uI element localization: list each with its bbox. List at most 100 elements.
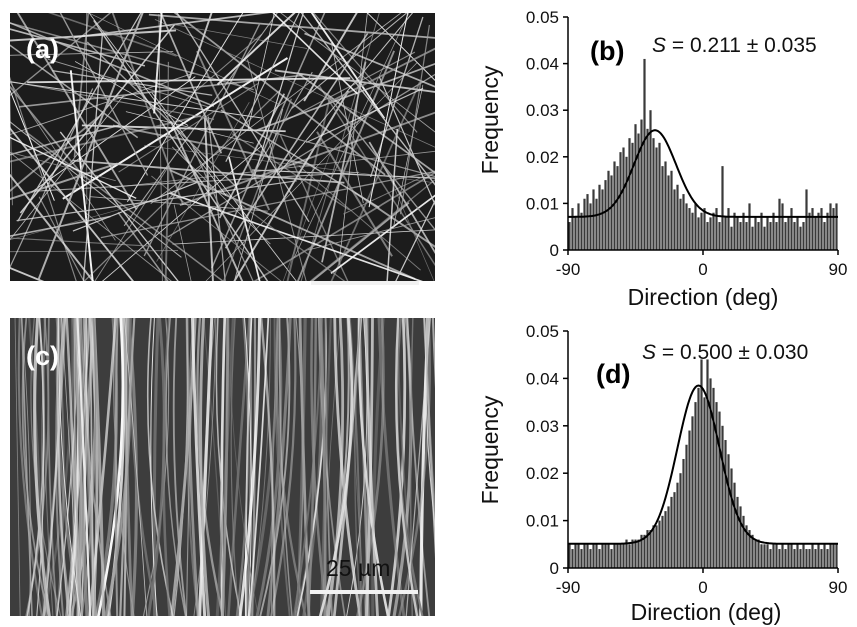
fiber — [24, 130, 225, 281]
histogram-bar-b — [721, 166, 724, 250]
fiber — [173, 204, 192, 281]
histogram-bar-b — [814, 217, 817, 250]
histogram-bar-d — [751, 534, 754, 568]
fiber — [101, 145, 263, 281]
fiber — [394, 318, 419, 616]
fiber — [351, 189, 435, 248]
fiber — [10, 51, 174, 56]
fiber — [20, 318, 33, 616]
histogram-bar-b — [655, 147, 658, 250]
fiber — [10, 250, 179, 253]
histogram-bar-b — [808, 212, 811, 250]
fiber — [86, 41, 236, 187]
fiber — [319, 318, 332, 616]
fiber — [81, 318, 97, 616]
fiber — [100, 170, 435, 239]
y-tick-label-b: 0.05 — [526, 8, 559, 27]
fiber — [66, 318, 91, 616]
histogram-bar-b — [769, 222, 772, 250]
histogram-bar-b — [589, 203, 592, 250]
histogram-bar-d — [616, 544, 619, 568]
histogram-bar-d — [790, 544, 793, 568]
fiber — [249, 318, 271, 616]
x-tick-label-b: 90 — [829, 260, 848, 279]
fiber — [128, 318, 159, 616]
histogram-bar-b — [700, 212, 703, 250]
histogram-bar-d — [583, 544, 586, 568]
fiber — [244, 318, 252, 616]
histogram-bar-d — [664, 511, 667, 568]
fiber — [186, 318, 200, 616]
histogram-bar-b — [661, 166, 664, 250]
order-parameter-d: S = 0.500 ± 0.030 — [642, 341, 808, 364]
histogram-bar-d — [619, 544, 622, 568]
fiber — [47, 58, 209, 108]
fiber — [17, 13, 142, 222]
histogram-bar-d — [748, 530, 751, 568]
histogram-bar-d — [589, 549, 592, 568]
fiber — [82, 34, 104, 281]
fiber — [316, 131, 393, 257]
y-tick-label-b: 0.04 — [526, 55, 559, 74]
x-tick-label-d: 90 — [829, 578, 848, 597]
histogram-bar-d — [652, 525, 655, 568]
histogram-bar-d — [775, 544, 778, 568]
histogram-bar-b — [682, 194, 685, 250]
histogram-bar-b — [694, 203, 697, 250]
fiber — [172, 146, 271, 245]
fiber — [245, 71, 313, 189]
fiber — [309, 178, 435, 281]
histogram-bar-b — [754, 217, 757, 250]
fiber — [368, 13, 409, 208]
bars-d — [568, 359, 838, 568]
histogram-bar-d — [766, 544, 769, 568]
histogram-bar-b — [649, 110, 652, 250]
fiber — [58, 318, 82, 616]
histogram-bar-d — [814, 549, 817, 568]
histogram-bar-d — [592, 544, 595, 568]
histogram-bar-d — [631, 539, 634, 568]
panel-label-a: (a) — [26, 34, 59, 64]
fiber — [19, 74, 303, 108]
histogram-bar-d — [706, 359, 709, 568]
histogram-bar-b — [715, 208, 718, 250]
fiber — [277, 13, 414, 176]
fiber — [164, 165, 170, 281]
fiber — [318, 318, 354, 616]
fiber — [207, 116, 226, 281]
panel-label-d: (d) — [596, 359, 630, 389]
fiber — [272, 13, 359, 95]
fiber — [38, 196, 85, 281]
fiber — [395, 199, 435, 281]
histogram-bar-d — [676, 482, 679, 568]
histogram-bar-d — [574, 544, 577, 568]
fiber — [356, 318, 385, 616]
histogram-bar-b — [772, 212, 775, 250]
histogram-bar-d — [787, 544, 790, 568]
histogram-bar-b — [598, 184, 601, 250]
fiber — [190, 318, 207, 616]
y-ticks-d: 0 0.01 0.02 0.03 0.04 0.05 — [526, 322, 568, 578]
histogram-bar-b — [751, 226, 754, 250]
fiber — [224, 32, 369, 249]
order-symbol-b: S — [652, 34, 666, 57]
fiber — [312, 13, 418, 133]
fiber — [255, 62, 435, 132]
fiber — [215, 318, 235, 616]
histogram-bar-d — [661, 515, 664, 568]
fiber — [364, 318, 379, 616]
fiber — [291, 13, 408, 109]
fiber — [159, 13, 223, 154]
fiber — [308, 217, 435, 251]
fiber — [42, 318, 67, 616]
fiber — [10, 28, 146, 67]
histogram-bar-b — [658, 142, 661, 250]
histogram-bar-d — [625, 539, 628, 568]
fiber — [125, 111, 254, 144]
fiber — [392, 84, 424, 229]
fiber — [228, 156, 261, 281]
fiber — [369, 16, 424, 178]
histogram-bar-b — [757, 222, 760, 250]
histogram-bar-d — [817, 544, 820, 568]
